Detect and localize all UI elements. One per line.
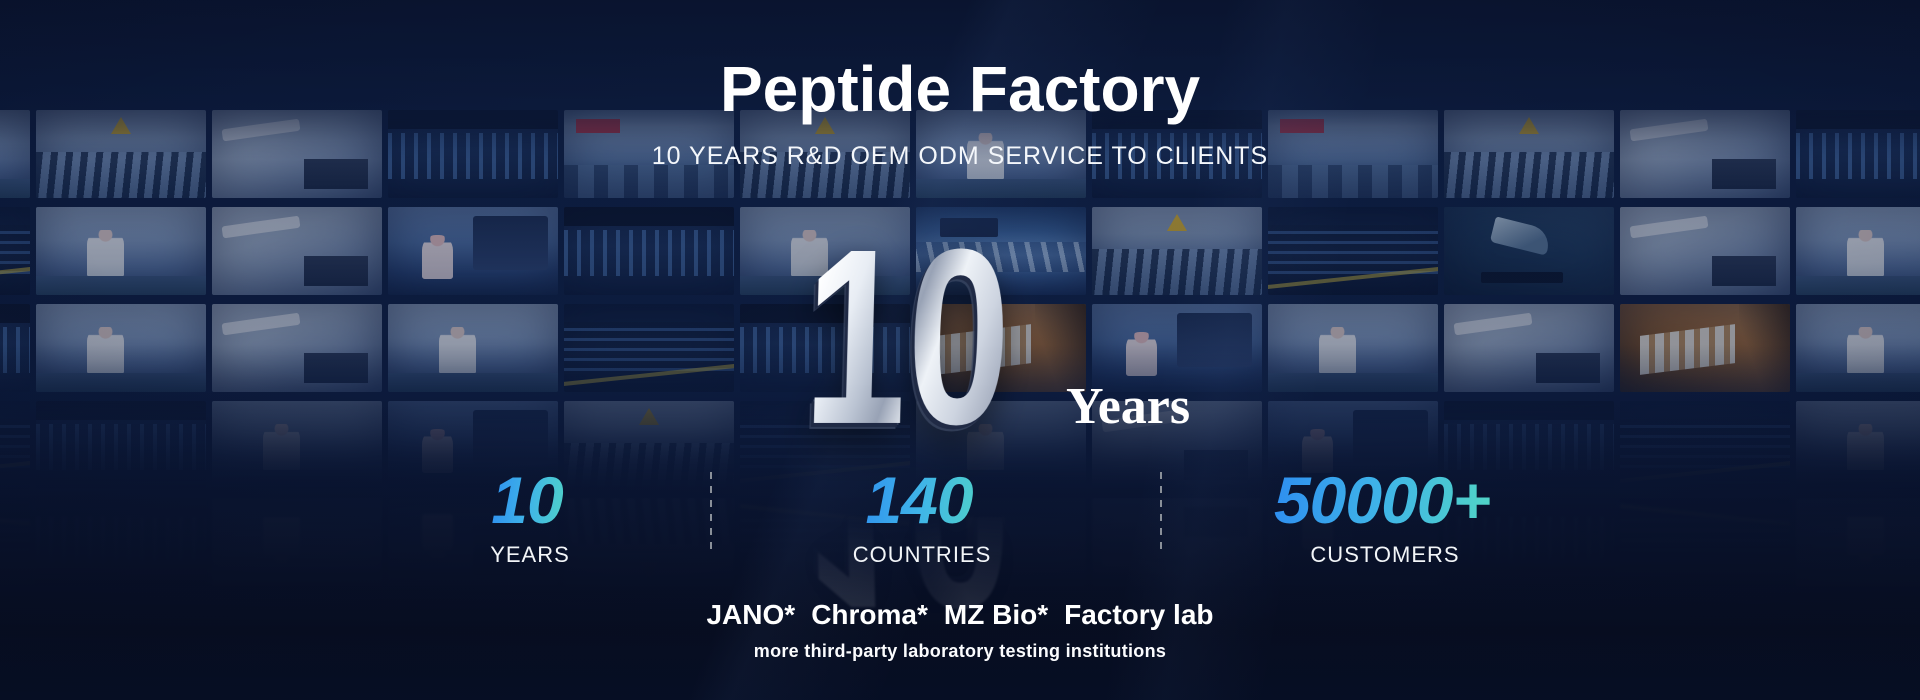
anniversary-label: Years [1065, 378, 1191, 435]
partner-lab: Factory lab [1064, 599, 1214, 630]
stats-divider [1160, 472, 1162, 556]
partner-lab: JANO* [706, 599, 796, 630]
stat-countries: 140 COUNTRIES [852, 467, 992, 568]
subtitle: 10 YEARS R&D OEM ODM SERVICE TO CLIENTS [651, 142, 1269, 170]
stat-countries-value: 140 [853, 467, 992, 533]
stats-row: 10 YEARS 140 COUNTRIES 50000+ CUSTOMERS [0, 467, 1920, 572]
partner-lab: Chroma* [811, 599, 928, 630]
anniversary-number: 10 [800, 196, 1014, 476]
stat-countries-label: COUNTRIES [852, 542, 992, 567]
stats-divider [710, 472, 712, 556]
page-title: Peptide Factory [719, 53, 1201, 125]
stat-customers-label: CUSTOMERS [1310, 542, 1460, 567]
stat-customers-value: 50000+ [1274, 467, 1496, 533]
partner-lab: MZ Bio* [943, 599, 1049, 630]
partner-labs: JANO* Chroma* MZ Bio* Factory lab [0, 599, 1920, 631]
anniversary-badge: 10 Years [18, 196, 1920, 476]
stat-customers: 50000+ CUSTOMERS [1274, 467, 1496, 568]
stat-years-value: 10 [490, 467, 570, 533]
partners-note: more third-party laboratory testing inst… [753, 641, 1167, 661]
stat-years: 10 YEARS [490, 467, 570, 568]
stat-years-label: YEARS [490, 542, 570, 567]
